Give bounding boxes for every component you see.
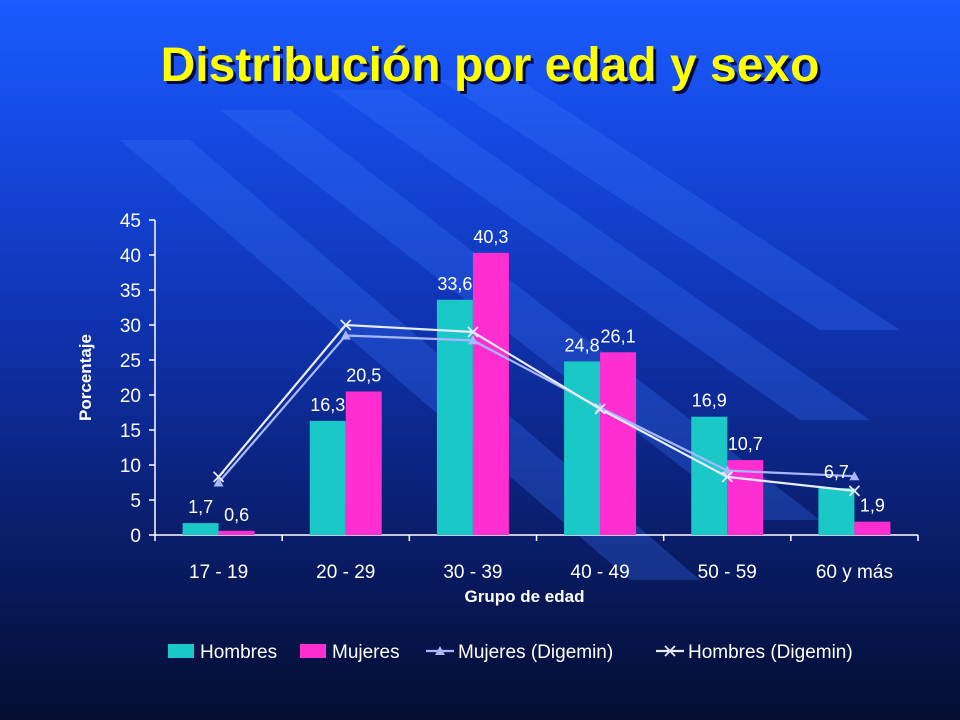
legend-label: Mujeres <box>332 642 400 663</box>
data-label-mujeres: 20,5 <box>346 366 381 386</box>
marker-mujeres-digemin <box>340 330 351 340</box>
y-tick-label: 45 <box>120 211 141 232</box>
y-tick-label: 40 <box>120 246 141 267</box>
bar-hombres <box>564 361 601 535</box>
y-tick-label: 20 <box>120 386 141 407</box>
y-tick-label: 5 <box>130 491 141 512</box>
legend-marker-x <box>664 645 676 657</box>
y-tick-label: 0 <box>130 526 141 547</box>
data-label-hombres: 6,7 <box>824 462 849 482</box>
legend-label: Mujeres (Digemin) <box>458 642 613 663</box>
legend-label: Hombres <box>200 642 277 663</box>
marker-mujeres-digemin <box>595 402 606 412</box>
bar-mujeres <box>472 252 509 535</box>
bar-mujeres <box>218 530 255 535</box>
line-mujeres-digemin <box>217 334 855 484</box>
data-label-mujeres: 10,7 <box>728 434 763 454</box>
x-tick-label: 40 - 49 <box>571 562 630 583</box>
x-tick-label: 50 - 59 <box>698 562 757 583</box>
bar-hombres <box>436 299 473 535</box>
data-label-mujeres: 0,6 <box>224 505 249 525</box>
marker-mujeres-digemin <box>213 477 224 487</box>
marker-hombres-digemin <box>721 471 733 483</box>
marker-hombres-digemin <box>594 403 606 415</box>
bar-hombres <box>182 523 219 535</box>
data-label-hombres: 16,9 <box>692 391 727 411</box>
data-label-mujeres: 1,9 <box>860 496 885 516</box>
bar-mujeres <box>854 521 891 535</box>
marker-hombres-digemin <box>848 485 861 497</box>
line-hombres-digemin <box>217 323 855 492</box>
x-axis-title: Grupo de edad <box>465 587 585 606</box>
data-label-hombres: 24,8 <box>565 335 600 355</box>
legend-swatch <box>300 644 326 658</box>
x-tick-label: 17 - 19 <box>189 562 248 583</box>
bar-mujeres <box>345 391 382 535</box>
y-tick-label: 35 <box>120 281 141 302</box>
slide-title: Distribución por edad y sexo <box>160 39 820 92</box>
marker-mujeres-digemin <box>467 335 478 345</box>
x-tick-label: 30 - 39 <box>443 562 502 583</box>
marker-hombres-digemin <box>212 471 225 483</box>
data-label-hombres: 33,6 <box>437 274 472 294</box>
y-tick-label: 25 <box>120 351 141 372</box>
x-tick-label: 60 y más <box>816 562 893 583</box>
legend-swatch <box>168 644 194 658</box>
data-label-hombres: 1,7 <box>188 497 213 517</box>
y-tick-label: 15 <box>120 421 141 442</box>
x-tick-label: 20 - 29 <box>316 562 375 583</box>
y-tick-label: 10 <box>120 456 141 477</box>
y-axis-title: Porcentaje <box>76 334 95 421</box>
data-label-mujeres: 26,1 <box>601 326 636 346</box>
bar-hombres <box>691 416 728 535</box>
legend-label: Hombres (Digemin) <box>688 642 853 663</box>
legend-marker-triangle <box>435 646 445 655</box>
marker-mujeres-digemin <box>722 465 733 475</box>
bar-mujeres <box>600 352 637 535</box>
data-label-hombres: 16,3 <box>310 395 345 415</box>
marker-hombres-digemin <box>340 319 352 331</box>
bar-hombres <box>818 488 855 535</box>
data-label-mujeres: 40,3 <box>473 227 508 247</box>
bar-hombres <box>309 420 346 535</box>
y-tick-label: 30 <box>120 316 141 337</box>
marker-hombres-digemin <box>467 326 479 338</box>
marker-mujeres-digemin <box>849 471 860 481</box>
